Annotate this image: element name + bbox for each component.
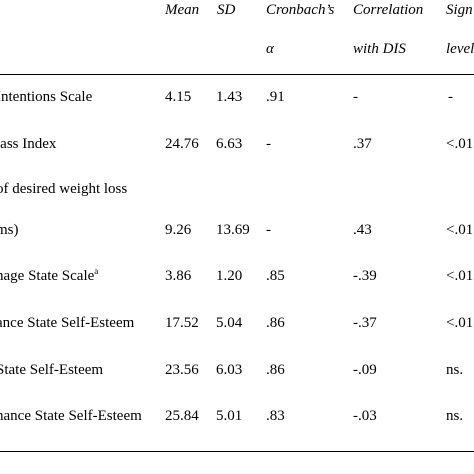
header-mean: Mean: [165, 2, 200, 18]
row-sd: 1.43: [216, 89, 243, 105]
row-label: State Self-Esteem: [0, 362, 104, 378]
header-significance-line2: level: [446, 41, 474, 57]
row-mean: 23.56: [165, 362, 199, 378]
row-alpha: .91: [266, 89, 285, 105]
row-significance: ns.: [446, 362, 464, 378]
row-correlation: -: [353, 89, 358, 105]
row-label: nance State Self-Esteem: [0, 408, 142, 424]
row-mean: 4.15: [165, 89, 192, 105]
row-label: ance State Self-Esteem: [0, 315, 135, 331]
row-mean: 9.26: [165, 222, 192, 238]
row-sd: 1.20: [216, 268, 243, 284]
row-mean: 3.86: [165, 268, 192, 284]
row-correlation: .43: [353, 222, 372, 238]
row-correlation: -.39: [353, 268, 377, 284]
header-alpha-line1: Cronbach’s: [266, 2, 335, 18]
row-significance: <.01: [446, 315, 474, 331]
header-alpha-line2: α: [266, 41, 274, 57]
header-significance-line1: Sign: [446, 2, 473, 18]
header-sd: SD: [217, 2, 236, 18]
row-label-line1: of desired weight loss: [0, 181, 128, 197]
row-label: ms): [0, 222, 19, 238]
row-label: nage State Scalea: [0, 266, 99, 284]
row-alpha: .86: [266, 315, 285, 331]
footnote-marker: a: [94, 266, 99, 276]
bottom-rule: [0, 451, 474, 452]
row-sd: 6.63: [216, 136, 243, 152]
row-correlation: -.09: [353, 362, 377, 378]
row-correlation: -.03: [353, 408, 377, 424]
row-alpha: -: [266, 222, 271, 238]
header-rule: [0, 74, 474, 75]
row-significance: <.01: [446, 222, 474, 238]
row-sd: 5.04: [216, 315, 243, 331]
row-sd: 5.01: [216, 408, 243, 424]
row-alpha: .85: [266, 268, 285, 284]
row-significance: ns.: [446, 408, 464, 424]
row-alpha: .86: [266, 362, 285, 378]
header-correlation-line2: with DIS: [353, 41, 406, 57]
row-significance: -: [448, 89, 453, 105]
row-correlation: -.37: [353, 315, 377, 331]
row-sd: 6.03: [216, 362, 243, 378]
row-significance: <.01: [446, 136, 474, 152]
row-alpha: -: [266, 136, 271, 152]
row-sd: 13.69: [216, 222, 250, 238]
row-significance: <.01: [446, 268, 474, 284]
header-correlation-line1: Correlation: [353, 2, 424, 18]
row-mean: 25.84: [165, 408, 199, 424]
row-mean: 17.52: [165, 315, 199, 331]
row-correlation: .37: [353, 136, 372, 152]
row-mean: 24.76: [165, 136, 199, 152]
row-label: lass Index: [0, 136, 57, 152]
row-alpha: .83: [266, 408, 285, 424]
row-label: Intentions Scale: [0, 89, 93, 105]
